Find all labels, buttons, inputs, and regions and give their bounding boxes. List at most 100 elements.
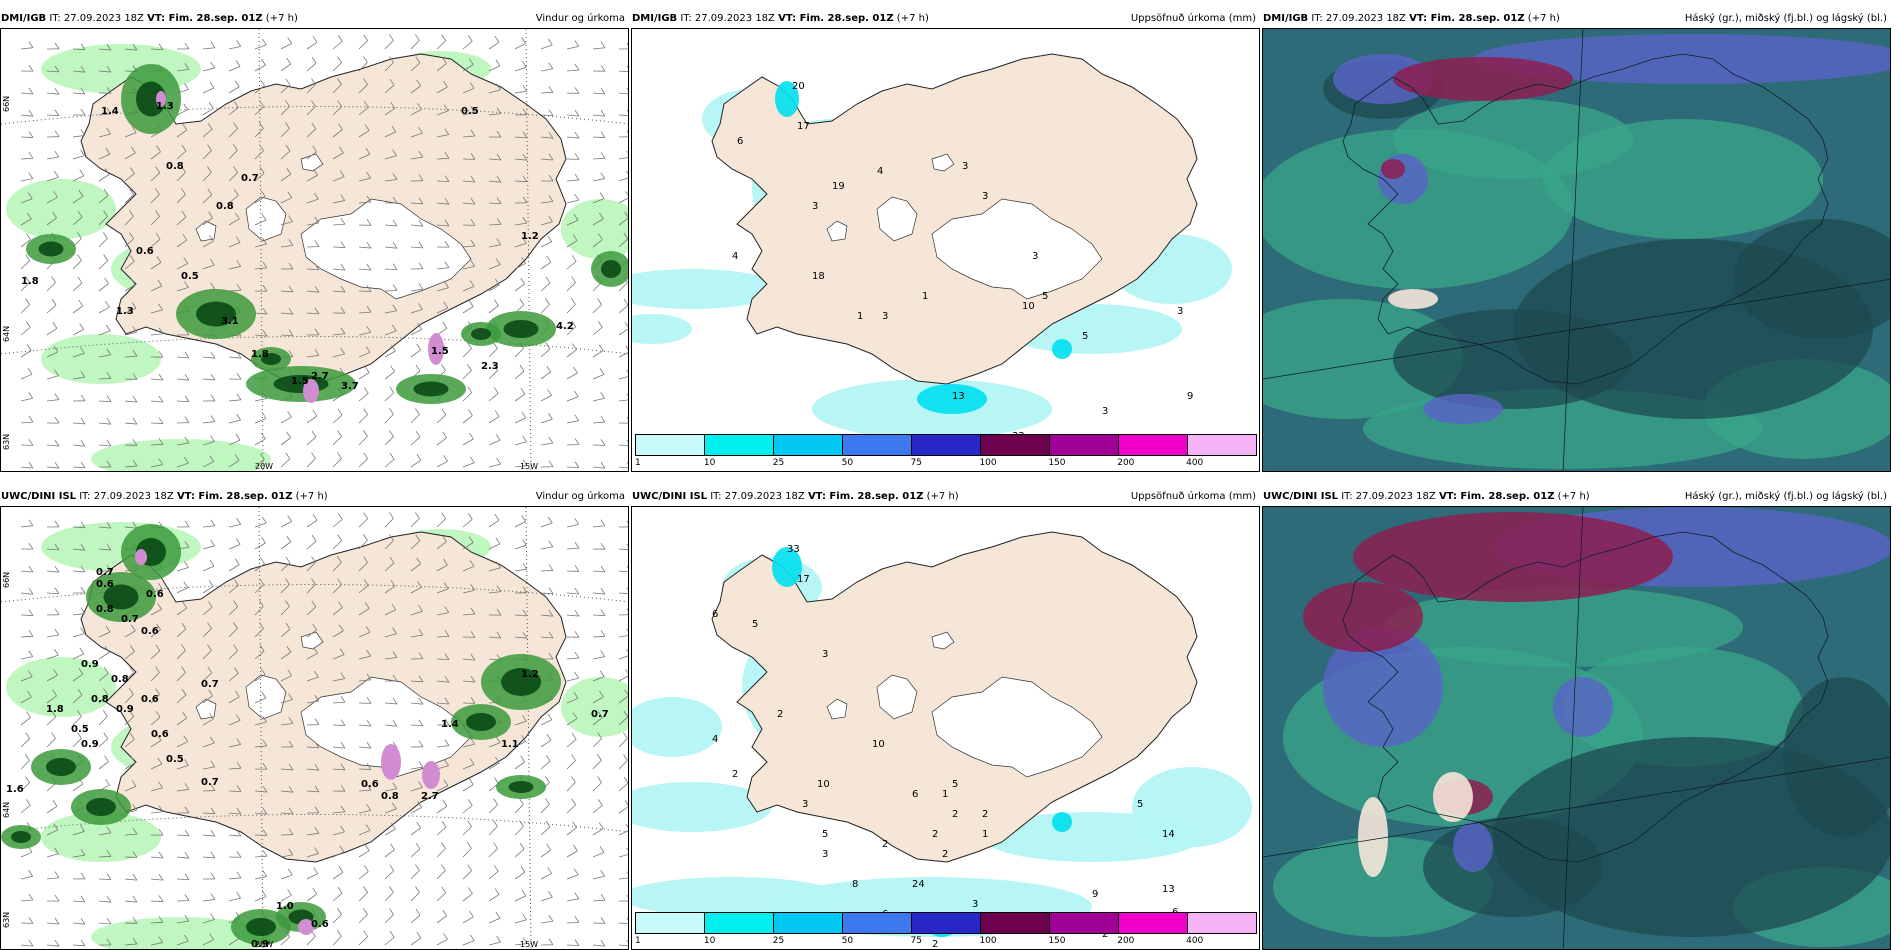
dense-cloud-area [1733, 219, 1890, 339]
wind-barb-feather [106, 395, 112, 402]
value-label: 1.1 [501, 739, 519, 750]
wind-barb [410, 436, 421, 446]
accumulated-precip-map-svg: 20176433341110533313329518193 [632, 29, 1259, 471]
wind-barb-feather [444, 261, 450, 268]
light-accumulation-area [632, 269, 782, 309]
panel-precip-uwc: UWC/DINI ISL IT: 27.09.2023 18Z VT: Fim.… [631, 488, 1260, 950]
wind-barb [202, 672, 213, 682]
wind-barb [306, 936, 316, 946]
wind-barb [358, 724, 371, 727]
value-label: 0.7 [96, 567, 114, 578]
wind-barb [228, 606, 238, 616]
wind-barb-feather [469, 456, 475, 463]
value-label: 2 [942, 849, 948, 860]
wind-barb-feather [573, 868, 579, 876]
colorbar-segment [636, 435, 705, 455]
wind-barb [306, 873, 318, 880]
wind-barb-feather [129, 710, 134, 717]
wind-barb [280, 437, 291, 446]
wind-barb [410, 288, 423, 292]
wind-barb-feather [571, 276, 576, 283]
wind-barb-feather [54, 130, 60, 137]
wind-barb [592, 466, 605, 469]
wind-barb-feather [469, 82, 475, 89]
wind-barb [72, 155, 85, 160]
wind-barb [566, 45, 579, 50]
wind-barb-feather [158, 350, 164, 358]
wind-barb [410, 634, 423, 638]
wind-barb-feather [389, 34, 394, 41]
wind-barb-feather [28, 630, 34, 637]
wind-barb-feather [233, 579, 239, 586]
wind-barb [46, 877, 59, 880]
wind-barb [150, 942, 163, 946]
wind-barb [150, 443, 164, 446]
wind-barb-feather [522, 196, 528, 203]
wind-barb-feather [184, 759, 189, 766]
wind-barb [358, 84, 368, 94]
wind-barb [20, 421, 33, 424]
wind-barb [462, 893, 473, 902]
wind-barb-feather [574, 109, 580, 117]
wind-barb [124, 152, 136, 160]
wind-barb [202, 939, 214, 946]
wind-barb-feather [545, 276, 551, 284]
wind-barb-feather [363, 556, 368, 563]
wind-barb [566, 718, 578, 726]
wind-barb [436, 224, 449, 227]
wind-barb [592, 114, 605, 117]
wind-barb-feather [262, 763, 268, 770]
wind-barb-feather [209, 712, 214, 720]
wind-barb-feather [522, 459, 528, 466]
wind-barb-feather [522, 435, 527, 442]
wind-barb [124, 465, 137, 468]
wind-barb-feather [129, 688, 134, 695]
wind-barb-feather [547, 389, 552, 396]
wind-barb [254, 106, 265, 116]
wind-barb [618, 570, 628, 573]
wind-barb-feather [210, 394, 216, 402]
value-label: 0.5 [71, 724, 89, 735]
wind-barb-feather [363, 930, 368, 937]
wind-barb-feather [366, 649, 371, 657]
panel-header: UWC/DINI ISL IT: 27.09.2023 18Z VT: Fim.… [1262, 488, 1891, 506]
wind-barb-feather [79, 647, 85, 654]
wind-barb-feather [314, 763, 320, 771]
wind-barb [124, 216, 134, 226]
value-label: 0.8 [166, 161, 184, 172]
clear-sky-area [1388, 289, 1438, 309]
wind-barb-feather [442, 909, 447, 917]
wind-barb-feather [80, 439, 86, 447]
wind-barb [150, 216, 160, 226]
value-label: 1.3 [116, 306, 134, 317]
wind-barb [358, 268, 371, 271]
wind-barb [46, 944, 59, 947]
wind-barb-feather [363, 34, 369, 41]
wind-barb-feather [392, 674, 398, 682]
panel-title: Vindur og úrkoma [535, 491, 625, 502]
wind-barb [98, 716, 108, 726]
wind-barb [72, 944, 85, 947]
wind-barb [410, 459, 422, 468]
wind-barb-feather [54, 109, 60, 117]
wind-barb-feather [337, 930, 342, 937]
wind-barb [280, 221, 293, 226]
wind-barb [202, 766, 215, 770]
wind-barb-feather [51, 298, 57, 306]
wind-barb-feather [522, 84, 528, 92]
wind-barb [488, 41, 500, 50]
dense-cloud-area [1783, 677, 1890, 837]
colorbar [635, 434, 1257, 456]
wind-barb [410, 132, 423, 138]
wind-barb-feather [104, 168, 110, 175]
wind-barb-feather [52, 211, 57, 219]
wind-barb-feather [261, 890, 267, 897]
wind-barb-feather [184, 914, 190, 922]
wind-barb-feather [28, 917, 34, 924]
wind-barb-feather [442, 57, 447, 64]
wind-barb-feather [28, 519, 34, 526]
wind-barb [514, 283, 525, 292]
lead-time: (+7 h) [926, 491, 959, 502]
glacier-area [826, 220, 848, 242]
wind-barb-feather [597, 321, 603, 328]
